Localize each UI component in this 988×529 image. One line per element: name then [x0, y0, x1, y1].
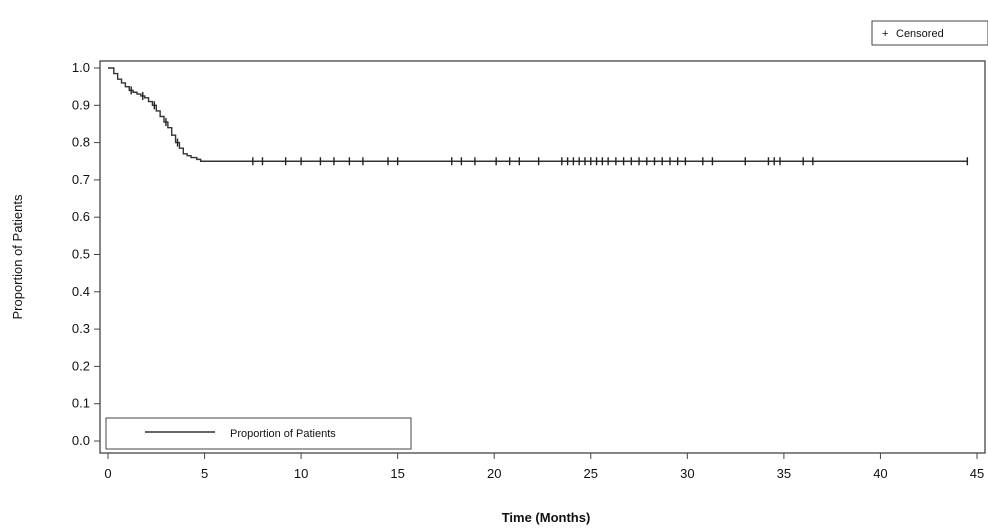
y-axis-title: Proportion of Patients [10, 194, 25, 320]
y-tick-label: 0.2 [72, 358, 90, 373]
y-tick-label: 0.8 [72, 135, 90, 150]
y-axis: 0.0 0.1 0.2 0.3 0.4 0.5 0.6 0.7 0.8 0.9 1.0 [72, 60, 100, 448]
x-axis-title: Time (Months) [502, 510, 591, 525]
y-tick-label: 1.0 [72, 60, 90, 75]
x-tick-label: 20 [487, 466, 501, 481]
legend-censored-box [871, 20, 988, 46]
y-tick-label: 0.3 [72, 321, 90, 336]
x-axis: 0 5 10 15 20 25 30 35 40 45 [104, 453, 984, 481]
plot-frame [99, 60, 986, 454]
x-tick-label: 30 [680, 466, 694, 481]
x-tick-label: 35 [777, 466, 791, 481]
series-group [108, 67, 968, 162]
censor-markers [130, 86, 969, 166]
x-tick-label: 10 [294, 466, 308, 481]
legend-line-entry: Proportion of Patients [105, 417, 412, 450]
x-tick-label: 45 [970, 466, 984, 481]
legend-censored-marker: + [882, 28, 888, 40]
survival-curve [108, 67, 968, 162]
y-tick-label: 0.5 [72, 247, 90, 262]
y-tick-label: 0.4 [72, 284, 90, 299]
y-tick-label: 0.6 [72, 209, 90, 224]
x-tick-label: 15 [390, 466, 404, 481]
legend-line-box [105, 417, 412, 450]
legend-censored-label: Censored [896, 28, 944, 40]
legend-line-label: Proportion of Patients [230, 428, 336, 440]
x-tick-label: 40 [873, 466, 887, 481]
y-tick-label: 0.9 [72, 97, 90, 112]
x-tick-label: 0 [104, 466, 111, 481]
x-tick-label: 5 [201, 466, 208, 481]
y-tick-label: 0.1 [72, 396, 90, 411]
y-tick-label: 0.0 [72, 433, 90, 448]
legend-censored-entry: + Censored [871, 20, 988, 46]
y-tick-label: 0.7 [72, 172, 90, 187]
x-tick-label: 25 [584, 466, 598, 481]
